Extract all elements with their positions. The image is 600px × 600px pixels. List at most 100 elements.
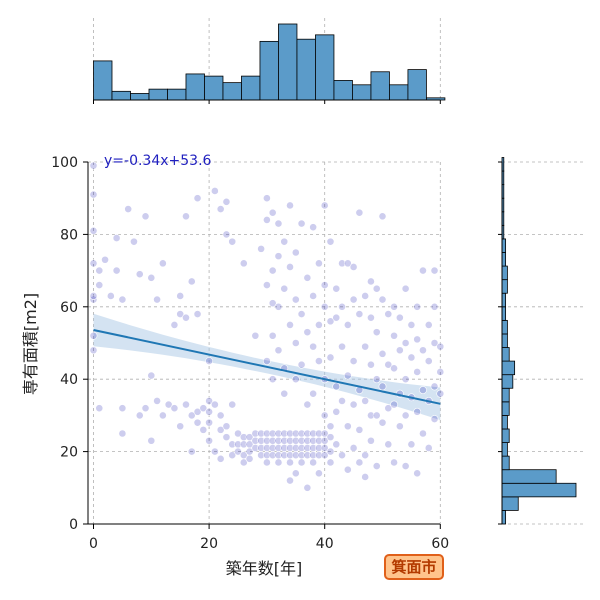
data-point bbox=[135, 411, 144, 420]
data-point bbox=[407, 440, 416, 449]
data-point bbox=[338, 397, 346, 405]
data-point bbox=[216, 411, 225, 420]
data-point bbox=[361, 342, 370, 351]
x-hist-bar bbox=[389, 84, 409, 101]
data-point bbox=[141, 212, 150, 221]
data-point bbox=[228, 237, 237, 246]
data-point bbox=[286, 201, 294, 210]
data-point bbox=[89, 346, 98, 355]
data-point bbox=[326, 433, 335, 442]
data-point bbox=[291, 469, 300, 478]
data-point bbox=[286, 476, 294, 485]
data-point bbox=[222, 230, 231, 239]
data-point bbox=[384, 404, 393, 413]
x-hist-bar bbox=[148, 88, 168, 101]
data-point bbox=[338, 451, 346, 460]
data-point bbox=[89, 190, 98, 199]
data-point bbox=[216, 454, 225, 463]
data-point bbox=[170, 404, 179, 413]
data-point bbox=[118, 429, 127, 438]
y-hist-bar bbox=[501, 238, 507, 253]
data-point bbox=[262, 281, 271, 289]
data-point bbox=[355, 208, 364, 217]
data-point bbox=[303, 400, 312, 409]
data-point bbox=[210, 447, 219, 456]
data-point bbox=[332, 382, 341, 391]
data-point bbox=[158, 259, 167, 268]
data-point bbox=[326, 422, 335, 431]
y-tick-label: 40 bbox=[60, 372, 78, 388]
data-point bbox=[199, 425, 208, 434]
data-point bbox=[234, 447, 242, 456]
data-point bbox=[164, 400, 173, 409]
data-point bbox=[367, 436, 375, 445]
data-point bbox=[378, 349, 387, 358]
data-point bbox=[338, 342, 346, 351]
data-point bbox=[268, 451, 277, 460]
data-point bbox=[210, 400, 219, 409]
data-point bbox=[274, 252, 283, 261]
y-hist-bar bbox=[501, 469, 557, 484]
data-point bbox=[367, 411, 375, 420]
data-point bbox=[251, 331, 260, 340]
data-point bbox=[268, 266, 277, 275]
data-point bbox=[413, 335, 422, 344]
data-point bbox=[343, 422, 352, 431]
data-point bbox=[390, 400, 398, 409]
regression-line bbox=[93, 328, 441, 405]
data-point bbox=[222, 433, 231, 442]
data-point bbox=[378, 418, 387, 427]
data-point bbox=[280, 451, 289, 460]
data-point bbox=[291, 375, 300, 384]
data-point bbox=[384, 360, 393, 369]
y-tick-label: 20 bbox=[60, 445, 78, 461]
data-point bbox=[384, 310, 393, 318]
data-point bbox=[343, 465, 352, 474]
data-point bbox=[320, 411, 329, 420]
data-point bbox=[106, 292, 115, 300]
data-point bbox=[182, 400, 190, 409]
data-point bbox=[338, 259, 346, 268]
data-point bbox=[436, 368, 445, 376]
data-point bbox=[332, 440, 341, 449]
x-hist-bar bbox=[296, 38, 316, 101]
data-point bbox=[112, 234, 121, 242]
y-hist-bar bbox=[501, 360, 516, 376]
data-point bbox=[257, 451, 266, 460]
data-point bbox=[424, 444, 433, 452]
data-point bbox=[274, 346, 283, 355]
y-tick-label: 0 bbox=[69, 517, 78, 533]
data-point bbox=[320, 201, 329, 210]
scatter-points bbox=[89, 161, 445, 492]
data-point bbox=[436, 342, 445, 351]
data-point bbox=[326, 317, 335, 326]
data-point bbox=[182, 313, 190, 322]
data-point bbox=[309, 342, 318, 351]
data-point bbox=[239, 259, 248, 268]
y-hist-bar bbox=[501, 319, 508, 335]
data-point bbox=[395, 346, 404, 355]
x-hist-bar bbox=[93, 60, 113, 101]
data-point bbox=[303, 451, 312, 460]
y-marginal-histogram bbox=[498, 157, 584, 525]
data-point bbox=[355, 458, 364, 467]
data-point bbox=[407, 320, 416, 329]
data-point bbox=[349, 444, 358, 452]
data-point bbox=[199, 404, 208, 413]
data-point bbox=[193, 310, 202, 318]
y-tick-label: 60 bbox=[60, 300, 78, 316]
data-point bbox=[291, 451, 300, 460]
data-point bbox=[372, 411, 381, 420]
data-point bbox=[89, 259, 98, 268]
data-point bbox=[147, 273, 156, 282]
data-point bbox=[384, 440, 393, 449]
data-point bbox=[419, 386, 427, 394]
data-point bbox=[286, 458, 294, 467]
data-point bbox=[193, 418, 202, 427]
data-point bbox=[101, 255, 109, 264]
data-point bbox=[297, 360, 306, 369]
data-point bbox=[291, 248, 300, 257]
data-point bbox=[320, 302, 329, 311]
data-point bbox=[158, 411, 167, 420]
data-point bbox=[361, 473, 370, 481]
